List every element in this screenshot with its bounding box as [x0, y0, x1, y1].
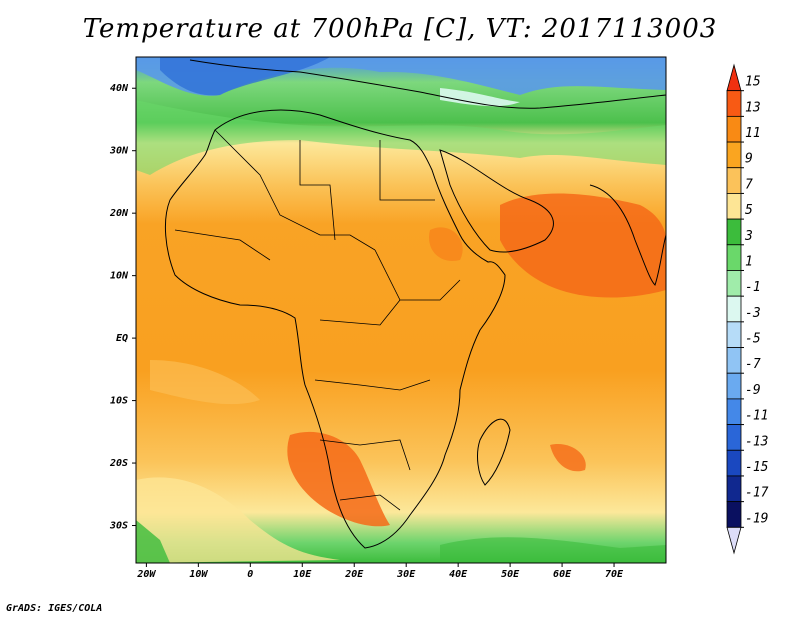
colorbar-segment	[726, 295, 742, 323]
lat-tick-label: 10S	[110, 396, 128, 407]
madagascar-coastline	[477, 418, 511, 486]
map-frame	[135, 56, 667, 564]
lon-tick-label: 20W	[136, 569, 156, 580]
colorbar-label: -11	[745, 409, 768, 424]
lon-tick-label: 60E	[553, 569, 572, 580]
map-title: Temperature at 700hPa [C], VT: 201711300…	[82, 14, 718, 44]
lat-tick-label: 20N	[109, 208, 129, 219]
arabia-coastline	[439, 149, 554, 253]
colorbar-segment	[726, 167, 742, 194]
cool-patch-gulf-of-guinea	[150, 360, 260, 405]
colorbar-segment	[726, 424, 742, 451]
colorbar-segment	[726, 193, 742, 220]
colorbar-label: 15	[745, 75, 761, 90]
mild-band-north-africa	[136, 100, 666, 175]
colorbar-label: -5	[745, 332, 761, 347]
colorbar: 15 13 11 9 7 5 3 1 -1 -3 -5 -7 -9 -11 -13 -15 -17 -19	[726, 63, 769, 555]
lon-tick-label: 50E	[501, 569, 520, 580]
country-borders	[174, 129, 461, 511]
colorbar-label: -15	[745, 460, 769, 475]
colorbar-segment	[726, 475, 742, 503]
mild-band-southern-ocean	[440, 537, 666, 563]
colorbar-label: -13	[745, 434, 768, 449]
coastlines	[165, 59, 666, 549]
lon-tick-label: 10W	[189, 569, 208, 580]
colorbar-segment	[726, 115, 742, 143]
longitude-axis: 20W 10W 0 10E 20E 30E 40E 50E 60E 70E	[136, 563, 624, 580]
colorbar-label: -1	[745, 280, 761, 295]
latitude-axis: 40N 30N 20N 10N EQ 10S 20S 30S	[109, 83, 136, 532]
africa-coastline	[165, 109, 506, 549]
lat-tick-label: 20S	[109, 458, 128, 469]
cool-area-south-atlantic	[136, 477, 340, 563]
europe-coastline	[189, 59, 666, 109]
colorbar-segment	[726, 347, 742, 374]
lat-tick-label: 30N	[109, 146, 129, 157]
colorbar-label: -7	[745, 357, 761, 372]
colorbar-bottom-arrow	[726, 526, 742, 555]
colorbar-segment	[726, 501, 742, 528]
lat-tick-label: 40N	[110, 83, 129, 94]
grads-credit: GrADS: IGES/COLA	[6, 603, 103, 614]
colorbar-label: -3	[745, 306, 761, 321]
colorbar-segment	[726, 90, 742, 117]
colorbar-label: 1	[745, 254, 753, 269]
mild-patch-southwest	[136, 520, 170, 563]
colorbar-label: 9	[745, 152, 753, 167]
lon-tick-label: 40E	[449, 569, 468, 580]
colorbar-label: 3	[744, 229, 753, 244]
warm-area-indian-ocean	[550, 444, 586, 472]
colorbar-segment	[726, 244, 742, 271]
colorbar-segment	[726, 141, 742, 169]
colorbar-segment	[726, 218, 742, 246]
lon-tick-label: 10E	[293, 569, 312, 580]
colorbar-label: 13	[745, 100, 761, 115]
colorbar-segment	[726, 398, 742, 425]
lat-tick-label: 30S	[109, 521, 128, 532]
colorbar-top-arrow	[726, 63, 742, 92]
colorbar-segment	[726, 270, 742, 297]
colorbar-label: 11	[745, 126, 761, 141]
colorbar-segment	[726, 321, 742, 348]
lat-tick-label: 10N	[110, 271, 129, 282]
warm-area-arabian-sea	[500, 193, 666, 298]
cool-area-mediterranean	[440, 88, 520, 107]
warm-area-ethiopia	[429, 227, 463, 261]
lon-tick-label: 20E	[344, 569, 364, 580]
cold-core-atlantic	[160, 57, 330, 96]
colorbar-label: 7	[745, 177, 753, 192]
colorbar-label: 5	[745, 203, 753, 218]
colorbar-label: -19	[745, 511, 768, 526]
colorbar-segment	[726, 372, 742, 400]
warm-area-namibia	[287, 431, 390, 527]
india-coastline	[589, 184, 666, 286]
lon-tick-label: 0	[247, 569, 253, 580]
colorbar-label: -17	[745, 486, 769, 501]
colorbar-label: -9	[745, 383, 761, 398]
colorbar-segment	[726, 449, 742, 477]
lon-tick-label: 70E	[605, 569, 624, 580]
lon-tick-label: 30E	[396, 569, 416, 580]
lat-tick-label: EQ	[116, 333, 128, 344]
